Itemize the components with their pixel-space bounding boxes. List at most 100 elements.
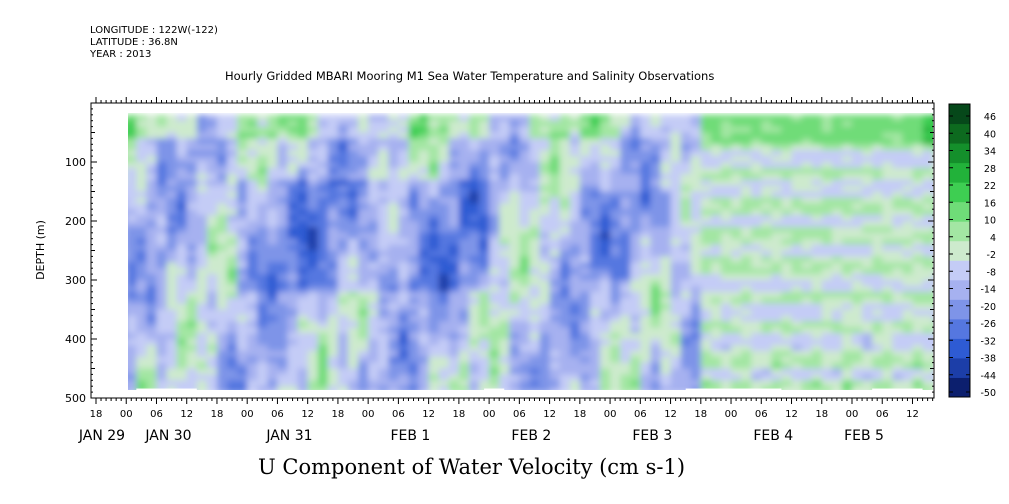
heatmap-cell (761, 386, 773, 390)
heatmap-cell (337, 150, 349, 158)
heatmap-cell (196, 126, 208, 134)
heatmap-cell (902, 274, 914, 281)
heatmap-cell (348, 203, 360, 211)
heatmap-cell (579, 132, 591, 140)
heatmap-cell (448, 268, 460, 276)
heatmap-cell (287, 126, 299, 134)
heatmap-cell (650, 179, 662, 187)
heatmap-cell (771, 232, 783, 240)
heatmap-cell (569, 339, 581, 346)
heatmap-cell (932, 380, 933, 388)
heatmap-cell (791, 126, 803, 134)
heatmap-cell (852, 185, 864, 193)
heatmap-cell (610, 291, 622, 299)
heatmap-cell (630, 297, 642, 305)
heatmap-cell (559, 238, 571, 246)
heatmap-cell (227, 173, 239, 181)
heatmap-cell (771, 244, 783, 252)
x-tick-label: 00 (604, 409, 617, 420)
heatmap-cell (156, 209, 168, 217)
heatmap-cell (630, 339, 642, 346)
heatmap-cell (529, 368, 541, 376)
heatmap-cell (761, 250, 773, 258)
heatmap-cell (660, 138, 672, 146)
heatmap-cell (841, 167, 853, 175)
heatmap-cell (297, 256, 309, 264)
heatmap-cell (862, 244, 874, 252)
heatmap-cell (630, 285, 642, 293)
heatmap-cell (217, 350, 229, 358)
heatmap-cell (146, 380, 158, 388)
heatmap-cell (811, 291, 823, 299)
missing-data-gap (484, 388, 505, 390)
heatmap-cell (721, 327, 733, 335)
heatmap-cell (378, 156, 390, 163)
heatmap-cell (287, 132, 299, 140)
heatmap-cell (287, 144, 299, 152)
heatmap-cell (811, 138, 823, 146)
heatmap-cell (196, 280, 208, 287)
heatmap-cell (912, 185, 924, 193)
heatmap-cell (721, 303, 733, 311)
heatmap-cell (731, 315, 743, 323)
heatmap-cell (128, 262, 138, 270)
heatmap-cell (650, 262, 662, 270)
heatmap-cell (841, 291, 853, 299)
heatmap-cell (358, 303, 370, 311)
heatmap-cell (307, 114, 319, 122)
heatmap-cell (529, 209, 541, 217)
heatmap-cell (297, 238, 309, 246)
heatmap-cell (862, 250, 874, 258)
heatmap-cell (922, 262, 933, 270)
heatmap-cell (287, 191, 299, 199)
heatmap-cell (348, 291, 360, 299)
heatmap-cell (206, 238, 218, 246)
heatmap-cell (630, 356, 642, 364)
heatmap-cell (489, 374, 501, 382)
heatmap-cell (902, 197, 914, 205)
heatmap-cell (852, 144, 864, 152)
heatmap-cell (589, 209, 601, 217)
heatmap-cell (146, 167, 158, 175)
heatmap-cell (217, 226, 229, 234)
heatmap-cell (368, 333, 380, 340)
heatmap-cell (358, 315, 370, 323)
heatmap-cell (217, 221, 229, 228)
heatmap-cell (569, 297, 581, 305)
heatmap-cell (217, 327, 229, 335)
heatmap-cell (882, 268, 894, 276)
heatmap-cell (156, 150, 168, 158)
heatmap-cell (751, 268, 763, 276)
heatmap-cell (650, 191, 662, 199)
heatmap-cell (509, 350, 521, 358)
heatmap-cell (156, 114, 168, 122)
heatmap-cell (458, 197, 470, 205)
heatmap-cell (418, 179, 430, 187)
heatmap-cell (146, 162, 158, 169)
heatmap-cell (600, 250, 612, 258)
heatmap-cell (428, 203, 440, 211)
heatmap-cell (128, 150, 138, 158)
heatmap-cell (801, 209, 813, 217)
heatmap-cell (721, 221, 733, 228)
heatmap-cell (579, 315, 591, 323)
heatmap-cell (721, 191, 733, 199)
heatmap-cell (408, 327, 420, 335)
heatmap-cell (882, 226, 894, 234)
heatmap-cell (217, 238, 229, 246)
heatmap-cell (670, 156, 682, 163)
heatmap-cell (630, 250, 642, 258)
heatmap-cell (710, 315, 722, 323)
heatmap-cell (579, 226, 591, 234)
heatmap-cell (892, 321, 904, 329)
heatmap-cell (458, 226, 470, 234)
heatmap-cell (549, 339, 561, 346)
heatmap-cell (640, 362, 652, 370)
heatmap-cell (872, 221, 884, 228)
heatmap-cell (579, 386, 591, 390)
heatmap-cell (721, 244, 733, 252)
heatmap-cell (479, 162, 491, 169)
heatmap-cell (932, 309, 933, 317)
heatmap-cell (247, 291, 259, 299)
heatmap-cell (267, 274, 279, 281)
